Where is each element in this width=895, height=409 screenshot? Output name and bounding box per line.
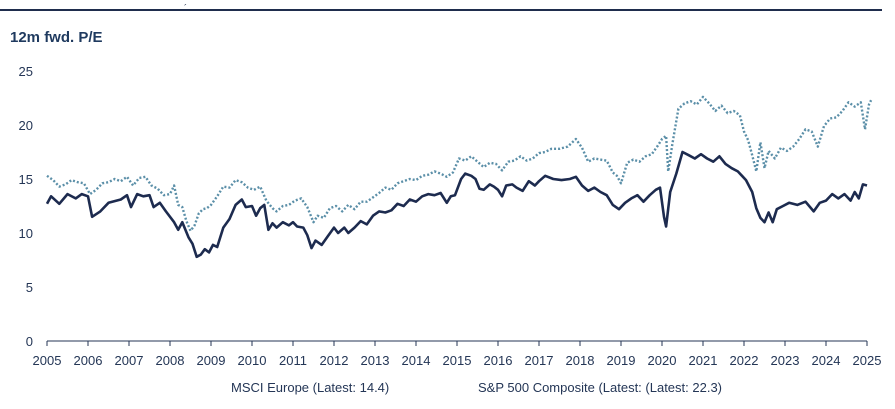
x-tick-label: 2016: [484, 353, 513, 368]
x-tick-label: 2021: [689, 353, 718, 368]
x-tick-label: 2012: [320, 353, 349, 368]
y-tick-label: 20: [19, 118, 33, 133]
series-line-msci-europe: [45, 150, 868, 259]
x-tick-label: 2025: [853, 353, 882, 368]
x-tick-label: 2020: [648, 353, 677, 368]
y-tick-label: 25: [19, 64, 33, 79]
top-rule: [0, 9, 882, 11]
x-tick-label: 2024: [812, 353, 841, 368]
x-axis-ticks: 2005 2006 2007 2008 2009 2010 2011 2012 2013 2014…: [33, 341, 882, 368]
x-tick-label: 2008: [156, 353, 185, 368]
y-tick-label: 15: [19, 172, 33, 187]
x-tick-label: 2009: [197, 353, 226, 368]
x-tick-label: 2007: [115, 353, 144, 368]
x-tick-label: 2018: [566, 353, 595, 368]
series-layer: [45, 95, 873, 259]
x-tick-label: 2019: [607, 353, 636, 368]
x-tick-label: 2017: [525, 353, 554, 368]
chart-title: 12m fwd. P/E: [10, 29, 103, 46]
header-mark: ´: [184, 3, 187, 13]
x-tick-label: 2015: [443, 353, 472, 368]
x-tick-label: 2006: [74, 353, 103, 368]
x-tick-label: 2022: [730, 353, 759, 368]
series-line-sp500: [46, 95, 873, 233]
x-tick-label: 2010: [238, 353, 267, 368]
x-tick-label: 2013: [361, 353, 390, 368]
x-tick-label: 2014: [402, 353, 431, 368]
y-axis-ticks: 0 5 10 15 20 25: [19, 64, 33, 349]
legend-label-msci-europe: MSCI Europe (Latest: 14.4): [231, 380, 390, 395]
legend-label-sp500: S&P 500 Composite (Latest: (Latest: 22.3…: [478, 380, 723, 395]
x-tick-label: 2011: [279, 353, 307, 368]
legend: MSCI Europe (Latest: 14.4) S&P 500 Compo…: [0, 380, 895, 400]
y-tick-label: 0: [26, 334, 33, 349]
y-tick-label: 5: [26, 280, 33, 295]
y-tick-label: 10: [19, 226, 33, 241]
x-tick-label: 2005: [33, 353, 62, 368]
x-tick-label: 2023: [771, 353, 800, 368]
